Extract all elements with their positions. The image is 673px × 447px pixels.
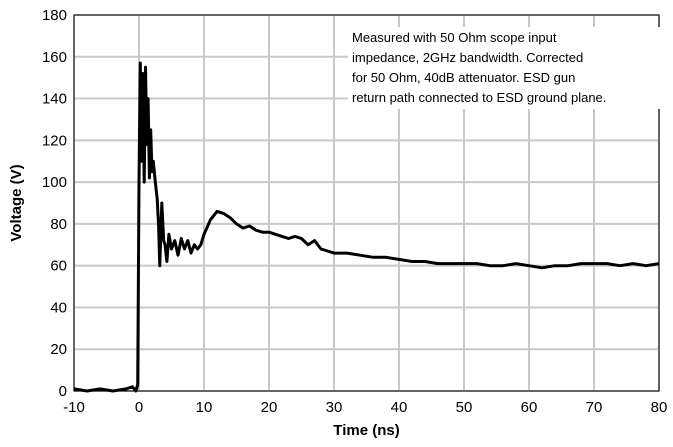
y-tick-label: 160 bbox=[42, 49, 67, 66]
x-tick-label: 80 bbox=[651, 399, 668, 416]
y-tick-label: 40 bbox=[50, 299, 67, 316]
x-tick-label: 40 bbox=[391, 399, 408, 416]
y-axis-title: Voltage (V) bbox=[8, 164, 25, 241]
x-tick-label: 0 bbox=[135, 399, 143, 416]
y-tick-label: 100 bbox=[42, 174, 67, 191]
y-tick-label: 120 bbox=[42, 132, 67, 149]
x-tick-label: 60 bbox=[521, 399, 538, 416]
y-tick-label: 20 bbox=[50, 341, 67, 358]
note-line-2: impedance, 2GHz bandwidth. Corrected bbox=[352, 50, 584, 65]
voltage-series-line bbox=[73, 61, 660, 393]
y-tick-label: 0 bbox=[59, 383, 67, 400]
x-tick-label: 50 bbox=[456, 399, 473, 416]
note-line-3: for 50 Ohm, 40dB attenuator. ESD gun bbox=[352, 70, 576, 85]
x-tick-label: 20 bbox=[261, 399, 278, 416]
series-layer bbox=[73, 61, 660, 393]
x-tick-labels: -10 0 10 20 30 40 50 60 70 80 bbox=[63, 399, 667, 416]
plot-frame bbox=[73, 14, 660, 392]
note-line-4: return path connected to ESD ground plan… bbox=[352, 90, 607, 105]
y-tick-label: 180 bbox=[42, 7, 67, 24]
note-line-1: Measured with 50 Ohm scope input bbox=[352, 30, 557, 45]
y-tick-label: 140 bbox=[42, 91, 67, 108]
measurement-note: Measured with 50 Ohm scope input impedan… bbox=[348, 27, 673, 109]
y-tick-labels: 0 20 40 60 80 100 120 140 160 180 bbox=[42, 7, 67, 400]
y-tick-label: 60 bbox=[50, 258, 67, 275]
x-axis-title: Time (ns) bbox=[333, 422, 399, 439]
x-tick-label: 10 bbox=[196, 399, 213, 416]
x-tick-label: -10 bbox=[63, 399, 85, 416]
x-tick-label: 70 bbox=[586, 399, 603, 416]
y-tick-label: 80 bbox=[50, 216, 67, 233]
x-tick-label: 30 bbox=[326, 399, 343, 416]
